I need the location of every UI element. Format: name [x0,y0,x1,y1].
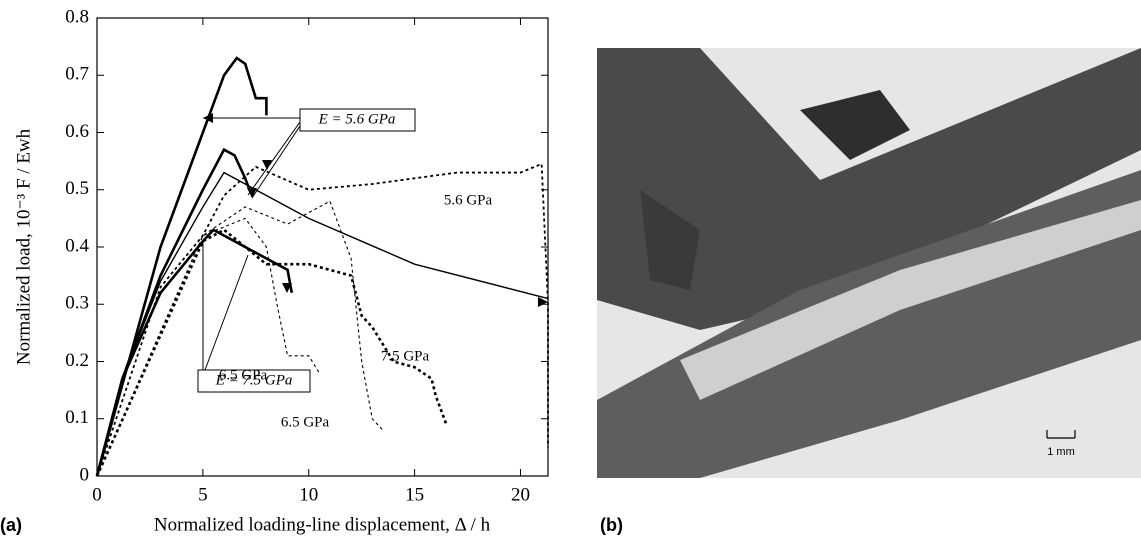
y-axis-label: Normalized load, 10⁻³ F / Ewh [13,128,34,365]
y-tick-label: 0.7 [65,64,89,85]
plot-frame [96,17,549,477]
annotation: E = 7.5 GPa [215,372,293,388]
y-tick-label: 0 [80,464,90,485]
annotation: 5.6 GPa [444,192,493,208]
annotation: 7.5 GPa [381,348,430,364]
x-tick-label: 15 [405,484,424,505]
x-tick-label: 0 [92,484,102,505]
x-tick-label: 20 [511,484,530,505]
line-series [95,56,268,477]
y-tick-label: 0.8 [65,6,89,27]
annotation: 6.5 GPa [281,414,330,430]
y-tick-label: 0.3 [65,293,89,314]
photo: 1 mm [597,48,1141,478]
arrowhead [247,188,257,198]
line-series [95,228,294,477]
x-axis-label: Normalized loading-line displacement, Δ … [154,514,491,535]
arrowhead [262,160,272,170]
x-tick-label: 10 [299,484,318,505]
line-series [95,228,448,477]
panel-label: (b) [600,515,623,535]
arrowhead [203,113,213,123]
panel-label: (a) [0,515,22,535]
arrowhead [538,297,548,307]
y-tick-label: 0.5 [65,178,89,199]
y-tick-label: 0.4 [65,235,89,256]
annotation: E = 5.6 GPa [318,111,396,127]
y-tick-label: 0.1 [65,407,89,428]
line-series [96,162,549,477]
line-series [96,171,549,477]
line-series [96,217,320,477]
callouts [197,108,416,393]
arrowhead [282,283,292,293]
x-tick-label: 5 [198,484,208,505]
y-tick-label: 0.6 [65,121,89,142]
scale-label: 1 mm [1047,446,1075,458]
annotation: 6.5 GPa [219,367,268,383]
y-tick-label: 0.2 [65,350,89,371]
